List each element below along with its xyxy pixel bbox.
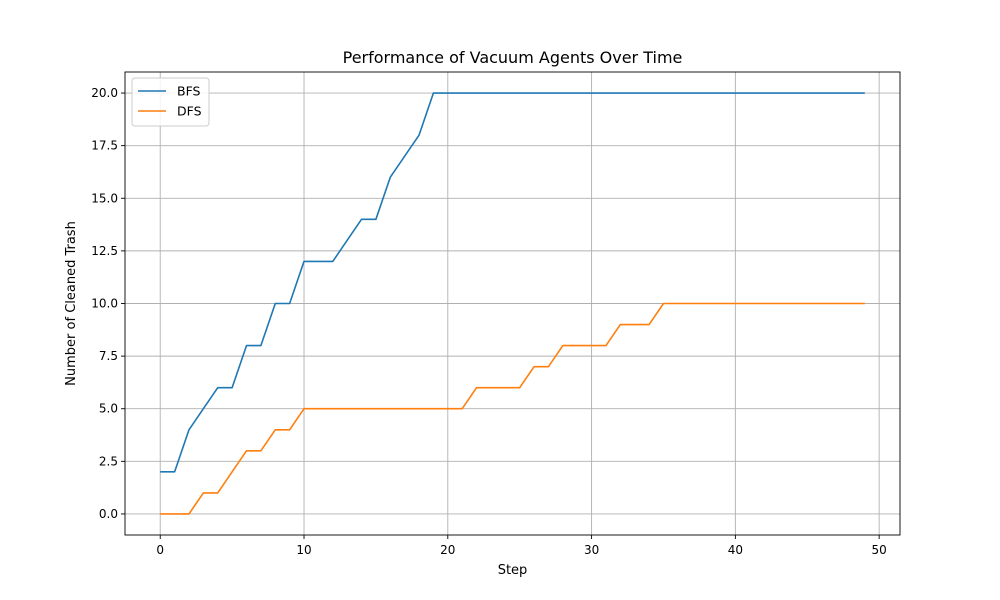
x-tick-label: 10 [296, 543, 311, 557]
y-tick-label: 2.5 [99, 454, 118, 468]
x-axis-label: Step [498, 563, 528, 578]
series-lines [160, 92, 865, 515]
legend-label-dfs: DFS [177, 104, 202, 119]
series-line-dfs [160, 302, 865, 515]
y-axis-label: Number of Cleaned Trash [64, 221, 79, 386]
y-tick-label: 10.0 [91, 297, 118, 311]
y-tick-label: 20.0 [91, 86, 118, 100]
x-tick-label: 50 [872, 543, 887, 557]
y-tick-label: 7.5 [99, 349, 118, 363]
x-tick-label: 30 [584, 543, 599, 557]
y-tick-label: 17.5 [91, 139, 118, 153]
x-tick-label: 40 [728, 543, 743, 557]
ticks: 0 10 20 30 40 50 0.0 2.5 5.0 7.5 10.0 12.5 15.0 17.5 2… [91, 86, 887, 557]
legend-box [131, 77, 210, 127]
chart-title: Performance of Vacuum Agents Over Time [343, 48, 683, 67]
y-tick-label: 0.0 [99, 507, 118, 521]
legend-label-bfs: BFS [177, 84, 201, 99]
y-tick-label: 15.0 [91, 191, 118, 205]
series-line-bfs [160, 92, 865, 473]
y-tick-label: 5.0 [99, 402, 118, 416]
y-tick-label: 12.5 [91, 244, 118, 258]
x-tick-label: 0 [156, 543, 164, 557]
legend: BFS DFS [131, 77, 210, 127]
grid [125, 72, 900, 535]
x-tick-label: 20 [440, 543, 455, 557]
